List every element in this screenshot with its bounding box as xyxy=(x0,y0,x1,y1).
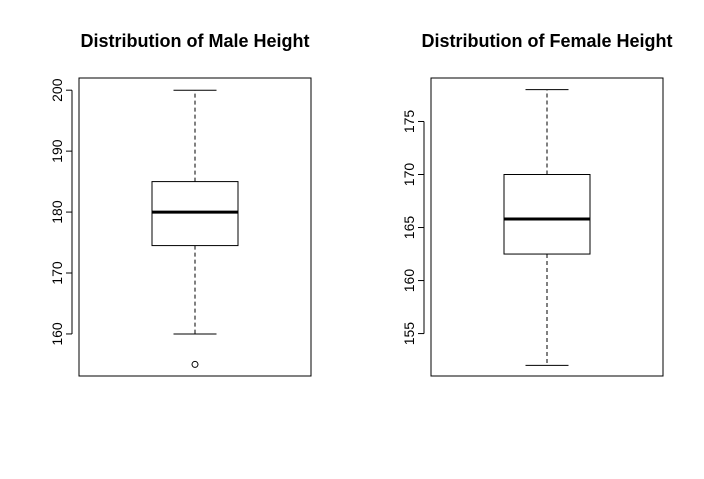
male-tick-label: 170 xyxy=(49,261,65,285)
female-tick-label: 170 xyxy=(401,163,417,187)
female-plot-frame xyxy=(430,77,664,377)
female-tick-label: 160 xyxy=(401,269,417,293)
male-plot-frame xyxy=(78,77,312,377)
female-boxplot xyxy=(503,89,591,366)
female-height-panel: Distribution of Female Height 1551601651… xyxy=(401,31,673,377)
male-iqr-box xyxy=(151,181,239,247)
male-height-panel: Distribution of Male Height 160 170 180 190… xyxy=(49,31,312,377)
female-tick-label: 175 xyxy=(401,110,417,134)
male-tick-label: 160 xyxy=(49,322,65,346)
female-iqr-box xyxy=(503,174,591,255)
female-y-axis: 155 160 165 170 175 xyxy=(401,110,425,346)
male-tick-label: 180 xyxy=(49,200,65,224)
male-tick-label: 200 xyxy=(49,78,65,102)
male-boxplot xyxy=(151,89,239,368)
male-outlier-point xyxy=(191,360,199,368)
male-chart-title: Distribution of Male Height xyxy=(81,31,310,51)
female-tick-label: 155 xyxy=(401,322,417,346)
male-y-axis: 160 170 180 190 200 xyxy=(49,78,73,346)
female-chart-title: Distribution of Female Height xyxy=(421,31,672,51)
female-tick-label: 165 xyxy=(401,216,417,240)
male-tick-label: 190 xyxy=(49,139,65,163)
